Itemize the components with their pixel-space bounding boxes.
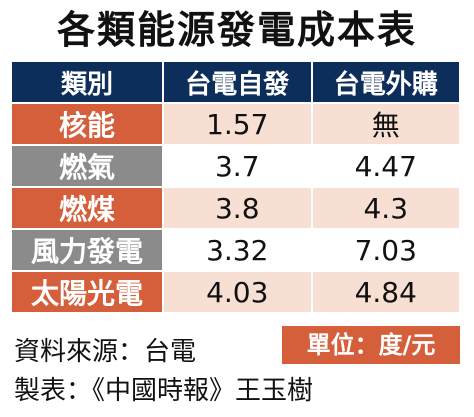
purchased-cost-cell: 無 [312,104,461,146]
table-row: 風力發電 3.32 7.03 [12,230,461,272]
row-category-cell: 太陽光電 [12,272,164,314]
purchased-cost-cell: 4.3 [312,188,461,230]
column-header-purchased: 台電外購 [312,62,461,104]
row-category-cell: 燃煤 [12,188,164,230]
purchased-cost-cell: 4.84 [312,272,461,314]
column-header-self-generated: 台電自發 [164,62,313,104]
chart-title: 各類能源發電成本表 [56,8,417,52]
cost-table: 類別 台電自發 台電外購 核能 1.57 無 燃氣 3.7 4.47 燃煤 3.… [12,62,461,314]
unit-badge: 單位：度/元 [282,326,460,364]
table-row: 核能 1.57 無 [12,104,461,146]
purchased-cost-cell: 7.03 [312,230,461,272]
table-row: 太陽光電 4.03 4.84 [12,272,461,314]
table-row: 燃煤 3.8 4.3 [12,188,461,230]
self-generated-cost-cell: 3.32 [164,230,313,272]
table-row: 燃氣 3.7 4.47 [12,146,461,188]
data-source-note: 資料來源：台電 [14,337,197,367]
self-generated-cost-cell: 1.57 [164,104,313,146]
table-header-row: 類別 台電自發 台電外購 [12,62,461,104]
row-category-cell: 核能 [12,104,164,146]
column-header-category: 類別 [12,62,164,104]
row-category-cell: 燃氣 [12,146,164,188]
self-generated-cost-cell: 3.8 [164,188,313,230]
purchased-cost-cell: 4.47 [312,146,461,188]
self-generated-cost-cell: 4.03 [164,272,313,314]
table-credit: 製表：《中國時報》王玉樹 [14,376,314,406]
self-generated-cost-cell: 3.7 [164,146,313,188]
row-category-cell: 風力發電 [12,230,164,272]
